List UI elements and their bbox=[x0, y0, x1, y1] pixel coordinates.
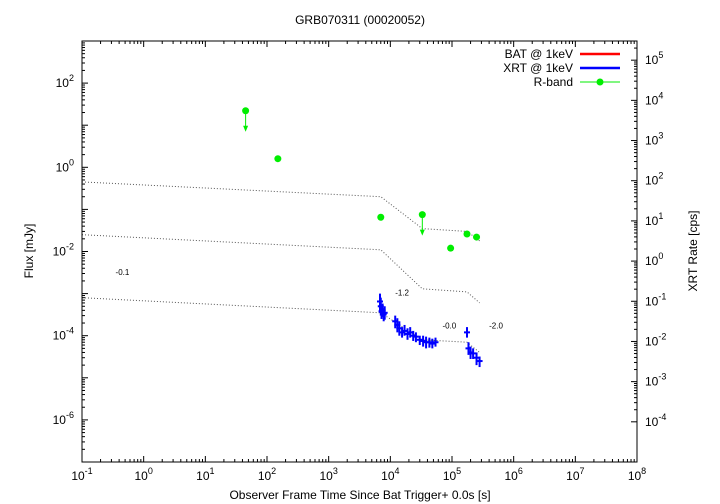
x-tick-label: 104 bbox=[381, 466, 399, 483]
legend-marker bbox=[596, 78, 604, 86]
slope-annotation: -0.0 bbox=[442, 321, 456, 330]
model-line bbox=[81, 181, 480, 242]
x-tick-label: 108 bbox=[628, 466, 646, 483]
rband-point bbox=[377, 213, 385, 221]
upper-limit-arrowhead bbox=[243, 125, 249, 132]
x-tick-label: 10-1 bbox=[71, 466, 92, 483]
axes: 10-1 100 101 102 103 104 105 106 107 108 102 100 10-… bbox=[53, 40, 666, 483]
x-tick-label: 100 bbox=[134, 466, 152, 483]
x-tick-label: 102 bbox=[258, 466, 276, 483]
y2-tick-label: 104 bbox=[645, 90, 663, 107]
x-tick-label: 105 bbox=[443, 466, 461, 483]
y2-tick-label: 100 bbox=[645, 251, 663, 268]
slope-annotation: -2.0 bbox=[489, 321, 503, 330]
y-tick-label: 10-6 bbox=[53, 410, 74, 427]
rband-point bbox=[473, 233, 481, 241]
upper-limit-arrowhead bbox=[419, 229, 425, 236]
y2-tick-label: 103 bbox=[645, 131, 663, 148]
rband-point bbox=[447, 244, 455, 252]
y2-tick-label: 10-1 bbox=[645, 291, 666, 308]
legend-label: BAT @ 1keV bbox=[505, 47, 573, 61]
slope-annotation: -1.2 bbox=[395, 289, 409, 298]
y2-tick-label: 102 bbox=[645, 171, 663, 188]
y-axis-label: Flux [mJy] bbox=[22, 224, 36, 279]
model-line bbox=[81, 234, 480, 304]
y-tick-label: 10-4 bbox=[53, 326, 74, 343]
annotations: -0.1 -1.2 -0.0 -2.0 bbox=[116, 268, 504, 331]
y2-tick-label: 10-4 bbox=[645, 412, 666, 429]
legend-label: XRT @ 1keV bbox=[503, 61, 573, 75]
slope-annotation: -0.1 bbox=[116, 268, 130, 277]
y-tick-label: 10-2 bbox=[53, 242, 74, 259]
rband-point bbox=[274, 155, 282, 163]
y2-tick-label: 101 bbox=[645, 211, 663, 228]
y2-axis-label: XRT Rate [cps] bbox=[686, 211, 700, 292]
legend-label: R-band bbox=[534, 75, 573, 89]
x-tick-label: 107 bbox=[566, 466, 584, 483]
y2-tick-label: 105 bbox=[645, 50, 663, 67]
rband-point bbox=[463, 230, 471, 238]
x-tick-label: 101 bbox=[196, 466, 214, 483]
chart-title: GRB070311 (00020052) bbox=[295, 13, 425, 27]
model-lines bbox=[81, 181, 480, 353]
rband-series bbox=[242, 107, 481, 252]
x-tick-label: 106 bbox=[504, 466, 522, 483]
y2-tick-label: 10-3 bbox=[645, 372, 666, 389]
plot-frame bbox=[81, 40, 638, 463]
y-tick-label: 102 bbox=[56, 73, 74, 90]
y-tick-label: 100 bbox=[56, 157, 74, 174]
y2-tick-label: 10-2 bbox=[645, 331, 666, 348]
x-tick-label: 103 bbox=[319, 466, 337, 483]
xrt-series bbox=[377, 293, 483, 368]
x-axis-label: Observer Frame Time Since Bat Trigger+ 0… bbox=[229, 488, 490, 502]
